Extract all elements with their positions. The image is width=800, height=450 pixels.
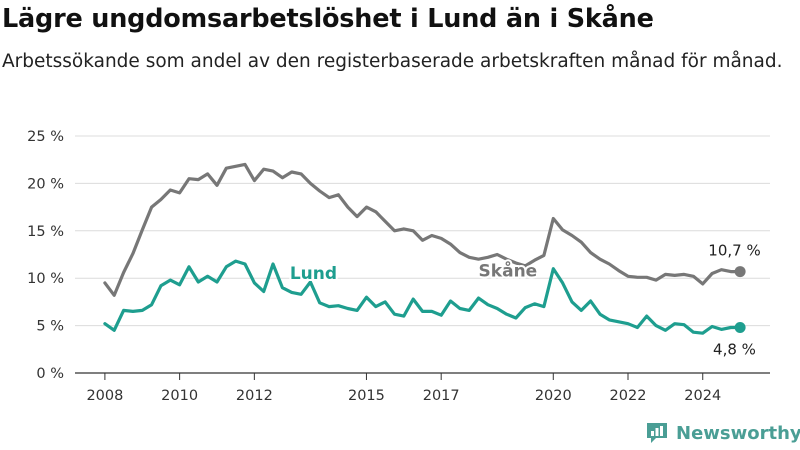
y-tick-label: 5 % <box>36 319 64 335</box>
x-tick-label: 2024 <box>684 388 721 404</box>
series-labels: Lund Skåne 10,7 % 4,8 % <box>288 240 762 360</box>
x-tick-label: 2008 <box>86 388 123 404</box>
series-label-skane: Skåne <box>479 259 538 281</box>
y-tick-label: 0 % <box>36 366 64 382</box>
end-label-skane: 10,7 % <box>708 242 760 260</box>
series-line-sk-ne <box>103 162 742 297</box>
series-label-lund: Lund <box>290 264 337 284</box>
y-tick-label: 25 % <box>27 129 64 145</box>
y-tick-label: 10 % <box>27 271 64 287</box>
brand-name: Newsworthy <box>676 422 800 444</box>
x-tick-label: 2010 <box>161 388 198 404</box>
x-tick-label: 2017 <box>423 388 460 404</box>
axes: 0 % 5 % 10 % 15 % 20 % 25 % 2008 2010 2012 2015 20… <box>27 129 721 404</box>
series-lines <box>103 162 746 335</box>
y-tick-label: 20 % <box>27 176 64 192</box>
x-tick-label: 2015 <box>348 388 385 404</box>
end-point-sk-ne <box>734 266 746 278</box>
end-label-lund: 4,8 % <box>713 340 756 358</box>
y-tick-label: 15 % <box>27 224 64 240</box>
chart-subtitle: Arbetssökande som andel av den registerb… <box>2 51 783 72</box>
brand-logo: Newsworthy <box>644 418 800 448</box>
x-tick-label: 2012 <box>236 388 273 404</box>
chart-title: Lägre ungdomsarbetslöshet i Lund än i Sk… <box>2 4 654 34</box>
gridlines <box>75 135 770 374</box>
end-point-lund <box>734 321 746 333</box>
bar-chart-logo-icon <box>647 423 667 443</box>
x-tick-label: 2022 <box>610 388 647 404</box>
x-tick-label: 2020 <box>535 388 572 404</box>
series-line-lund <box>103 259 742 335</box>
